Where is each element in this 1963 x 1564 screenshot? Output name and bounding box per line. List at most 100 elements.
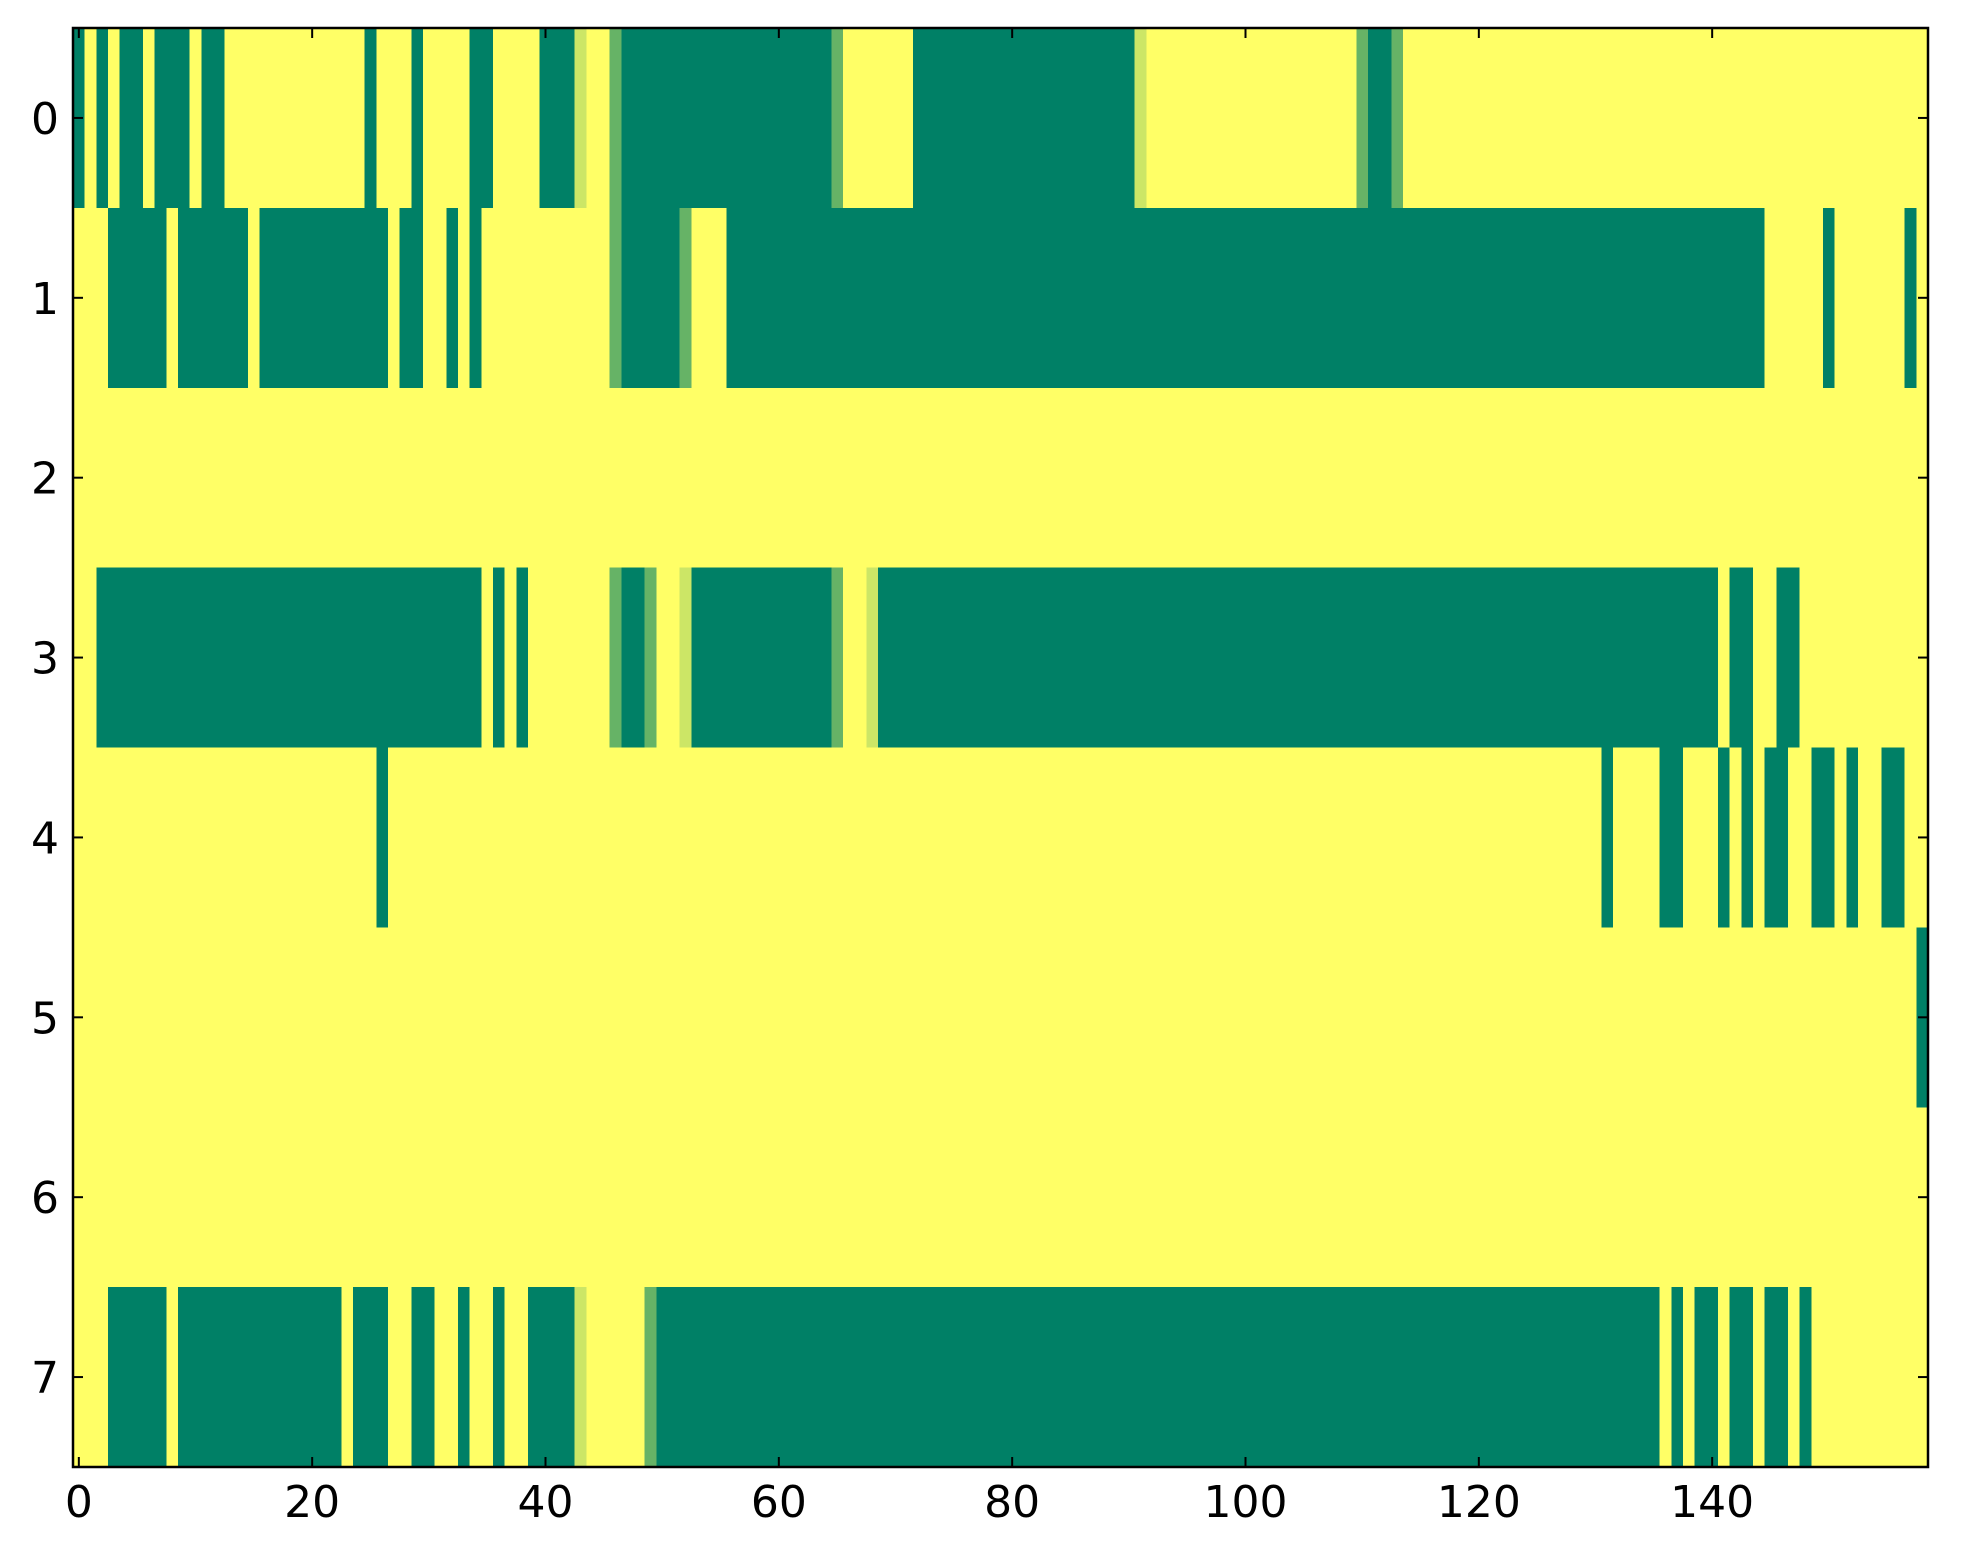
cell xyxy=(1123,28,1136,209)
cell xyxy=(913,387,926,569)
cell xyxy=(1729,1287,1742,1468)
cell xyxy=(1368,207,1381,389)
cell xyxy=(1753,1107,1766,1288)
cell xyxy=(458,207,471,389)
cell xyxy=(1508,28,1521,209)
cell xyxy=(1788,387,1801,569)
cell xyxy=(1823,747,1836,928)
cell xyxy=(318,567,331,749)
cell xyxy=(1368,28,1381,209)
cell xyxy=(1099,28,1112,209)
cell xyxy=(1648,387,1661,569)
cell xyxy=(1484,1287,1497,1468)
cell xyxy=(1461,28,1474,209)
cell xyxy=(621,207,634,389)
cell xyxy=(901,28,914,209)
cell xyxy=(376,387,389,569)
cell xyxy=(1099,207,1112,389)
cell xyxy=(341,1107,354,1288)
cell xyxy=(236,747,249,928)
cell xyxy=(983,1107,996,1288)
cell xyxy=(1239,927,1252,1108)
cell xyxy=(1893,567,1906,749)
cell xyxy=(1869,207,1882,389)
cell xyxy=(1519,567,1532,749)
cell xyxy=(738,387,751,569)
cell xyxy=(1414,927,1427,1108)
cell xyxy=(1414,387,1427,569)
cell xyxy=(784,207,797,389)
cell xyxy=(1613,747,1626,928)
y-tick-label: 2 xyxy=(31,454,59,505)
cell xyxy=(1706,387,1719,569)
cell xyxy=(353,207,366,389)
cell xyxy=(1146,1287,1159,1468)
cell xyxy=(1228,207,1241,389)
cell xyxy=(1613,927,1626,1108)
cell xyxy=(633,927,646,1108)
cell xyxy=(504,747,517,928)
cell xyxy=(1006,1107,1019,1288)
cell xyxy=(539,28,552,209)
cell xyxy=(1706,927,1719,1108)
cell xyxy=(1589,747,1602,928)
cell xyxy=(1309,28,1322,209)
cell xyxy=(1496,28,1509,209)
cell xyxy=(1123,207,1136,389)
cell xyxy=(1438,207,1451,389)
cell xyxy=(1158,567,1171,749)
cell xyxy=(808,927,821,1108)
cell xyxy=(1064,1107,1077,1288)
cell xyxy=(703,567,716,749)
cell xyxy=(924,1107,937,1288)
cell xyxy=(1624,1287,1637,1468)
cell xyxy=(1029,28,1042,209)
cell xyxy=(96,927,109,1108)
cell xyxy=(1531,567,1544,749)
cell xyxy=(1309,567,1322,749)
cell xyxy=(1449,1287,1462,1468)
cell xyxy=(1531,387,1544,569)
cell xyxy=(749,387,762,569)
cell xyxy=(131,927,144,1108)
cell xyxy=(679,387,692,569)
cell xyxy=(691,387,704,569)
cell xyxy=(1659,207,1672,389)
cell xyxy=(1706,747,1719,928)
cell xyxy=(1123,567,1136,749)
cell xyxy=(878,207,891,389)
cell xyxy=(1216,387,1229,569)
cell xyxy=(1741,567,1754,749)
cell xyxy=(1391,1287,1404,1468)
cell xyxy=(924,1287,937,1468)
cell xyxy=(1811,567,1824,749)
cell xyxy=(364,207,377,389)
cell xyxy=(271,28,284,209)
cell xyxy=(1893,387,1906,569)
cell xyxy=(796,927,809,1108)
cell xyxy=(1729,927,1742,1108)
cell xyxy=(563,28,576,209)
cell xyxy=(306,1107,319,1288)
cell xyxy=(1648,1107,1661,1288)
cell xyxy=(551,1287,564,1468)
cell xyxy=(644,567,657,749)
cell xyxy=(364,1287,377,1468)
cell xyxy=(411,28,424,209)
cell xyxy=(843,567,856,749)
cell xyxy=(143,387,156,569)
cell xyxy=(1006,1287,1019,1468)
cell xyxy=(528,1287,541,1468)
cell xyxy=(259,927,272,1108)
cell xyxy=(971,567,984,749)
cell xyxy=(108,387,121,569)
cell xyxy=(1134,927,1147,1108)
cell xyxy=(446,1107,459,1288)
cell xyxy=(1368,1107,1381,1288)
cell xyxy=(668,28,681,209)
cell xyxy=(1356,207,1369,389)
cell xyxy=(784,1287,797,1468)
cell xyxy=(1648,207,1661,389)
cell xyxy=(971,1107,984,1288)
cell xyxy=(1449,567,1462,749)
